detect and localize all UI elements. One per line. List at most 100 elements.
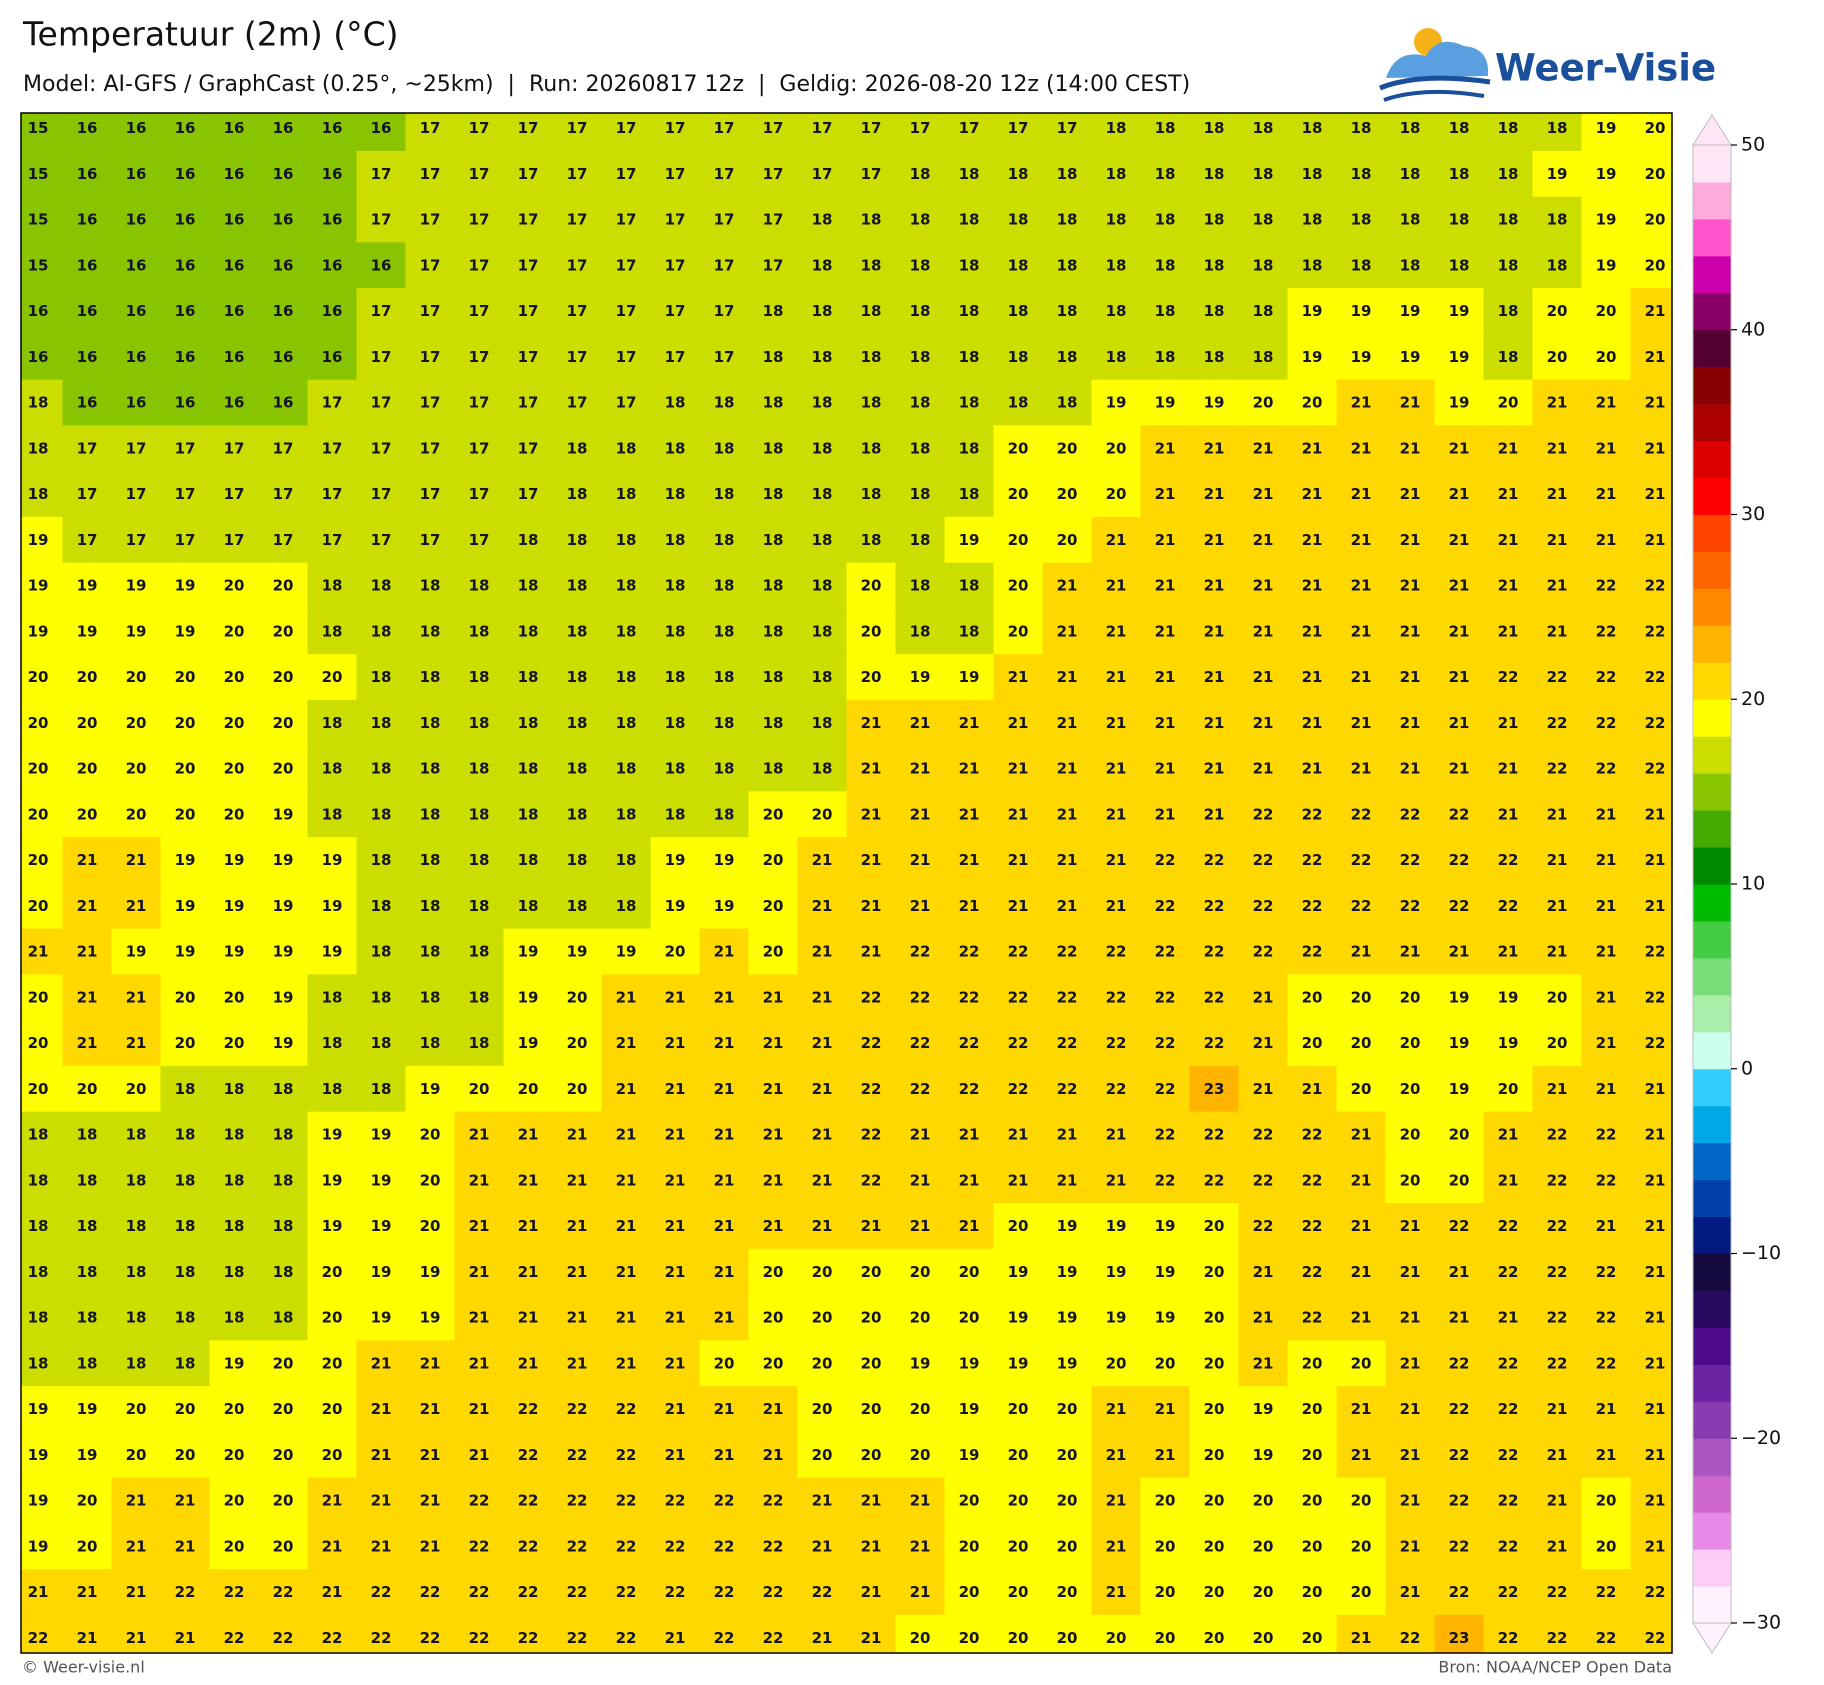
temperature-label: 22 <box>665 1583 686 1601</box>
temperature-cell <box>62 288 113 335</box>
temperature-label: 21 <box>1449 714 1470 732</box>
temperature-label: 22 <box>1596 1263 1617 1281</box>
temperature-label: 19 <box>1302 348 1323 366</box>
temperature-label: 20 <box>420 1171 441 1189</box>
colorbar-tick-label: −10 <box>1741 1242 1781 1264</box>
temperature-label: 20 <box>1057 1492 1078 1510</box>
temperature-cell <box>797 837 848 884</box>
temperature-label: 20 <box>1596 302 1617 320</box>
temperature-cell <box>21 288 64 335</box>
temperature-cell <box>1483 288 1534 335</box>
temperature-cell <box>1483 699 1534 747</box>
temperature-cell <box>503 516 554 564</box>
temperature-cell <box>258 113 309 152</box>
temperature-cell <box>797 333 848 381</box>
temperature-label: 21 <box>1057 805 1078 823</box>
temperature-cell <box>1532 425 1583 472</box>
temperature-cell <box>62 654 113 701</box>
temperature-label: 19 <box>371 1309 392 1327</box>
temperature-label: 22 <box>1400 1629 1421 1647</box>
temperature-label: 19 <box>665 851 686 869</box>
temperature-cell <box>503 1248 554 1296</box>
temperature-cell <box>552 196 603 243</box>
temperature-cell <box>748 837 799 884</box>
temperature-label: 21 <box>1449 622 1470 640</box>
temperature-cell <box>601 471 652 518</box>
temperature-label: 22 <box>1449 897 1470 915</box>
temperature-cell <box>944 928 995 975</box>
temperature-cell <box>1532 654 1583 701</box>
temperature-cell <box>307 562 358 609</box>
temperature-cell <box>1189 1431 1240 1479</box>
temperature-label: 20 <box>910 1400 931 1418</box>
temperature-label: 22 <box>273 1583 294 1601</box>
temperature-label: 21 <box>126 988 147 1006</box>
temperature-cell <box>601 1065 652 1113</box>
temperature-label: 21 <box>518 1126 539 1144</box>
temperature-label: 18 <box>812 622 833 640</box>
temperature-cell <box>405 1614 456 1653</box>
temperature-cell <box>307 1569 358 1616</box>
temperature-label: 18 <box>420 943 441 961</box>
temperature-cell <box>1385 654 1436 701</box>
temperature-cell <box>846 196 897 243</box>
temperature-label: 22 <box>1302 851 1323 869</box>
temperature-cell <box>699 791 750 838</box>
temperature-cell <box>111 1020 162 1067</box>
temperature-label: 18 <box>518 714 539 732</box>
temperature-cell <box>1581 1523 1632 1570</box>
temperature-cell <box>1630 928 1672 975</box>
temperature-label: 16 <box>322 211 343 229</box>
temperature-cell <box>846 150 897 198</box>
temperature-label: 20 <box>1400 988 1421 1006</box>
temperature-cell <box>1483 1203 1534 1250</box>
temperature-cell <box>111 1157 162 1204</box>
temperature-label: 20 <box>1204 1492 1225 1510</box>
temperature-cell <box>62 1020 113 1067</box>
temperature-cell <box>258 1065 309 1113</box>
temperature-cell <box>1042 699 1093 747</box>
temperature-label: 21 <box>469 1446 490 1464</box>
temperature-label: 18 <box>1302 211 1323 229</box>
temperature-label: 21 <box>1645 1446 1666 1464</box>
temperature-cell <box>503 333 554 381</box>
temperature-cell <box>895 608 946 655</box>
temperature-label: 20 <box>1008 1400 1029 1418</box>
temperature-cell <box>454 1386 505 1433</box>
temperature-label: 21 <box>665 988 686 1006</box>
temperature-label: 21 <box>1645 897 1666 915</box>
temperature-cell <box>1336 471 1387 518</box>
temperature-label: 20 <box>273 622 294 640</box>
temperature-cell <box>1140 379 1191 426</box>
temperature-label: 18 <box>469 851 490 869</box>
temperature-label: 20 <box>959 1309 980 1327</box>
temperature-cell <box>1336 1020 1387 1067</box>
temperature-cell <box>1434 562 1485 609</box>
temperature-cell <box>1287 654 1338 701</box>
temperature-cell <box>21 1157 64 1204</box>
temperature-cell <box>1140 113 1191 152</box>
temperature-label: 20 <box>1155 1492 1176 1510</box>
temperature-cell <box>209 1157 260 1204</box>
temperature-label: 21 <box>1302 622 1323 640</box>
temperature-label: 18 <box>616 485 637 503</box>
temperature-label: 18 <box>616 805 637 823</box>
temperature-cell <box>209 333 260 381</box>
temperature-label: 21 <box>1253 760 1274 778</box>
temperature-cell <box>454 379 505 426</box>
temperature-label: 17 <box>567 348 588 366</box>
temperature-label: 21 <box>861 1629 882 1647</box>
temperature-cell <box>1483 1431 1534 1479</box>
temperature-cell <box>748 1431 799 1479</box>
temperature-label: 18 <box>1155 302 1176 320</box>
temperature-cell <box>1238 516 1289 564</box>
temperature-cell <box>62 1431 113 1479</box>
temperature-cell <box>258 1020 309 1067</box>
temperature-label: 22 <box>518 1583 539 1601</box>
temperature-label: 17 <box>126 485 147 503</box>
temperature-cell <box>21 1386 64 1433</box>
temperature-cell <box>895 974 946 1021</box>
temperature-cell <box>1581 1386 1632 1433</box>
temperature-label: 21 <box>1596 485 1617 503</box>
temperature-label: 18 <box>665 531 686 549</box>
